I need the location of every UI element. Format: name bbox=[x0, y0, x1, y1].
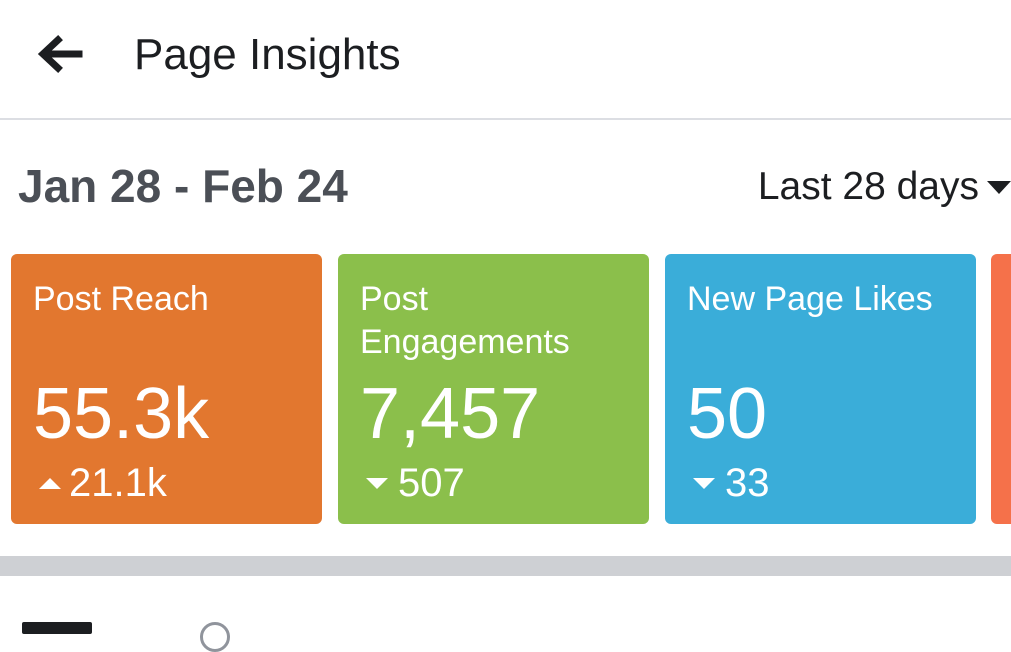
card-delta-value: 507 bbox=[398, 461, 465, 505]
card-label: New Page Likes bbox=[687, 280, 933, 318]
triangle-down-icon bbox=[693, 477, 715, 489]
period-value: Last 28 days bbox=[757, 165, 979, 208]
card-value: 7,457 bbox=[360, 374, 541, 454]
card-value: 50 bbox=[687, 374, 768, 454]
card-new-page-likes[interactable]: New Page Likes 50 33 bbox=[665, 254, 976, 524]
card-label: Post Reach bbox=[33, 280, 209, 318]
partial-heading bbox=[22, 622, 92, 634]
card-partial-next[interactable] bbox=[991, 254, 1011, 524]
card-value: 55.3k bbox=[33, 374, 210, 454]
period-dropdown[interactable]: Last 28 days bbox=[758, 162, 1011, 212]
section-divider bbox=[0, 556, 1011, 576]
card-delta-value: 33 bbox=[725, 461, 770, 505]
date-range-label: Jan 28 - Feb 24 bbox=[18, 160, 348, 212]
card-post-reach[interactable]: Post Reach 55.3k 21.1k bbox=[11, 254, 322, 524]
triangle-down-icon bbox=[366, 477, 388, 489]
card-delta: 21.1k bbox=[39, 460, 167, 506]
card-delta: 507 bbox=[366, 460, 465, 506]
next-section-partial bbox=[0, 576, 1011, 652]
metric-cards: Post Reach 55.3k 21.1k Post Engagements … bbox=[0, 254, 1011, 526]
info-icon[interactable] bbox=[200, 622, 230, 652]
card-label: Post Engagements bbox=[360, 280, 570, 361]
page-title: Page Insights bbox=[134, 30, 401, 79]
back-button[interactable] bbox=[34, 30, 86, 78]
card-delta: 33 bbox=[693, 460, 770, 506]
card-post-engagements[interactable]: Post Engagements 7,457 507 bbox=[338, 254, 649, 524]
card-delta-value: 21.1k bbox=[69, 461, 167, 505]
top-bar: Page Insights bbox=[0, 0, 1011, 120]
caret-down-icon bbox=[987, 180, 1011, 194]
triangle-up-icon bbox=[39, 477, 61, 489]
arrow-left-icon bbox=[37, 35, 83, 73]
